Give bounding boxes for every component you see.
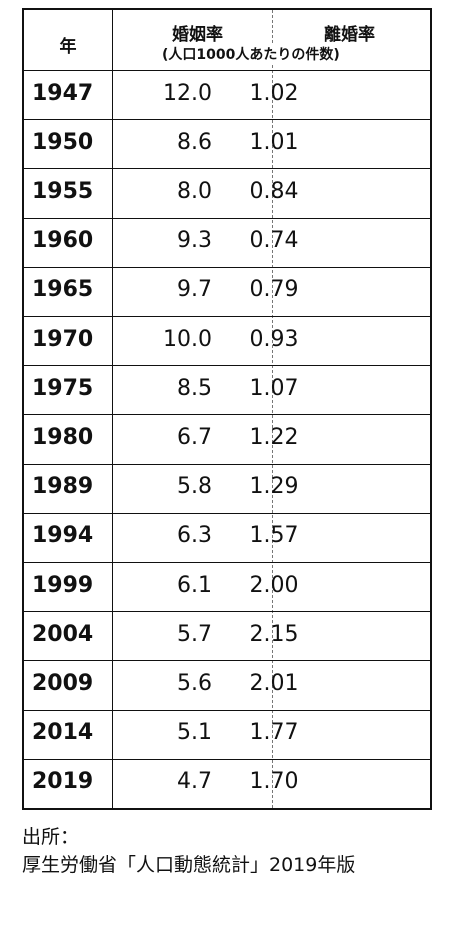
marriage-cell: 4.7 bbox=[177, 769, 212, 795]
marriage-cell: 9.3 bbox=[177, 228, 212, 254]
row-divider bbox=[24, 119, 430, 121]
divorce-cell: 1.57 bbox=[249, 523, 299, 549]
row-divider bbox=[24, 611, 430, 613]
data-table: 年 婚姻率 (人口1000人あたりの件数) 離婚率 1947 12.0 1.02 19… bbox=[22, 8, 432, 810]
row-divider bbox=[24, 709, 430, 711]
marriage-cell: 6.7 bbox=[177, 425, 212, 450]
year-cell: 2009 bbox=[32, 671, 94, 696]
marriage-cell: 6.1 bbox=[177, 572, 212, 598]
marriage-cell: 10.0 bbox=[163, 326, 212, 352]
divorce-cell: 1.77 bbox=[249, 720, 299, 746]
row-divider bbox=[24, 168, 430, 170]
row-divider bbox=[24, 512, 430, 514]
marriage-cell: 9.7 bbox=[177, 277, 212, 303]
source-text: 厚生労働省「人口動態統計」2019年版 bbox=[22, 854, 356, 876]
year-cell: 1975 bbox=[32, 375, 94, 401]
marriage-cell: 5.8 bbox=[177, 474, 212, 500]
row-divider bbox=[24, 414, 430, 416]
marriage-cell: 5.6 bbox=[177, 671, 212, 696]
source-label: 出所： bbox=[22, 826, 80, 848]
row-divider bbox=[24, 758, 430, 760]
row-divider bbox=[24, 266, 430, 268]
year-cell: 1960 bbox=[32, 228, 94, 254]
marriage-cell: 5.1 bbox=[177, 720, 212, 746]
divorce-cell: 1.22 bbox=[249, 425, 299, 450]
year-cell: 2014 bbox=[32, 720, 94, 746]
year-cell: 2004 bbox=[32, 621, 94, 647]
row-divider bbox=[24, 217, 430, 219]
row-divider bbox=[24, 316, 430, 317]
row-divider bbox=[24, 562, 430, 563]
year-cell: 1970 bbox=[32, 326, 94, 352]
divorce-cell: 2.00 bbox=[249, 572, 299, 598]
marriage-cell: 5.7 bbox=[177, 621, 212, 647]
year-cell: 2019 bbox=[32, 769, 94, 795]
header-divider bbox=[24, 70, 430, 71]
year-cell: 1947 bbox=[32, 80, 94, 106]
marriage-cell: 8.6 bbox=[177, 129, 212, 155]
header-divorce: 離婚率 bbox=[324, 20, 375, 45]
divorce-cell: 1.70 bbox=[249, 769, 299, 795]
marriage-cell: 12.0 bbox=[163, 80, 212, 106]
divorce-cell: 1.01 bbox=[249, 129, 299, 155]
year-cell: 1994 bbox=[32, 523, 94, 549]
row-divider bbox=[24, 660, 430, 662]
row-divider bbox=[24, 463, 430, 465]
divorce-cell: 1.29 bbox=[249, 474, 299, 500]
header-year: 年 bbox=[59, 37, 77, 57]
divorce-cell: 2.15 bbox=[249, 621, 299, 647]
header-marriage: 婚姻率 bbox=[172, 20, 223, 45]
header-note: (人口1000人あたりの件数) bbox=[162, 44, 340, 64]
year-cell: 1955 bbox=[32, 179, 94, 204]
divorce-cell: 0.74 bbox=[249, 228, 299, 254]
divorce-cell: 1.07 bbox=[249, 375, 299, 401]
marriage-cell: 8.0 bbox=[177, 179, 212, 204]
divorce-cell: 1.02 bbox=[249, 80, 299, 106]
year-cell: 1989 bbox=[32, 474, 94, 500]
divorce-cell: 0.93 bbox=[249, 326, 299, 352]
divorce-cell: 0.84 bbox=[249, 179, 299, 204]
year-cell: 1965 bbox=[32, 277, 94, 303]
marriage-cell: 6.3 bbox=[177, 523, 212, 549]
row-divider bbox=[24, 365, 430, 367]
column-divider bbox=[112, 10, 113, 808]
year-cell: 1980 bbox=[32, 425, 94, 450]
dashed-divider bbox=[272, 10, 273, 808]
divorce-cell: 0.79 bbox=[249, 277, 299, 303]
divorce-cell: 2.01 bbox=[249, 671, 299, 696]
marriage-cell: 8.5 bbox=[177, 375, 212, 401]
year-cell: 1999 bbox=[32, 572, 94, 598]
year-cell: 1950 bbox=[32, 129, 94, 155]
